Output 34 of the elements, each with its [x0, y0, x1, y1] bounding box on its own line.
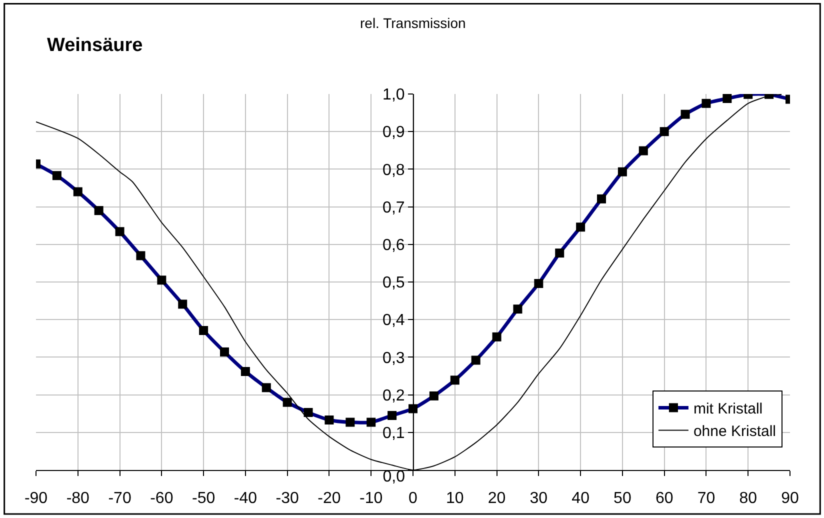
y-tick-label: 0,6	[382, 237, 405, 254]
y-tick-label: 0,4	[382, 312, 405, 330]
x-tick-label: 40	[572, 490, 590, 508]
x-tick-label: -30	[276, 490, 299, 508]
x-tick-label: 50	[614, 490, 632, 508]
x-tick-label: -80	[66, 490, 90, 508]
legend-label: mit Kristall	[693, 400, 763, 418]
x-tick-label: -60	[150, 490, 174, 508]
y-tick-label: 1,0	[382, 86, 405, 104]
x-tick-label: 90	[781, 490, 799, 508]
y-tick-label: 0,2	[382, 387, 405, 404]
x-tick-label: -50	[192, 490, 216, 508]
y-tick-label: 0,3	[382, 350, 405, 367]
x-tick-label: -40	[234, 490, 258, 508]
x-tick-label: 70	[697, 490, 716, 508]
y-axis-title: rel. Transmission	[360, 15, 466, 31]
y-tick-label: 0,9	[382, 124, 405, 142]
x-tick-label: 60	[655, 490, 674, 508]
y-tick-label: 0,7	[382, 199, 405, 216]
x-tick-label: -20	[318, 490, 341, 508]
chart-title: Weinsäure	[47, 35, 143, 56]
y-tick-label: 0,8	[382, 162, 405, 179]
x-tick-label: -10	[360, 490, 383, 508]
x-tick-label: 30	[530, 490, 548, 508]
y-tick-label: 0,0	[382, 468, 406, 486]
x-tick-label: 80	[739, 490, 758, 508]
x-tick-label: 10	[446, 490, 464, 508]
y-tick-label: 0,5	[382, 274, 405, 292]
x-tick-label: -70	[108, 490, 132, 508]
x-tick-label: 20	[488, 490, 506, 508]
legend-label: ohne Kristall	[693, 423, 776, 440]
y-tick-label: 0,1	[382, 425, 405, 442]
x-tick-label: -90	[24, 490, 48, 508]
x-tick-label: 0	[408, 490, 418, 508]
